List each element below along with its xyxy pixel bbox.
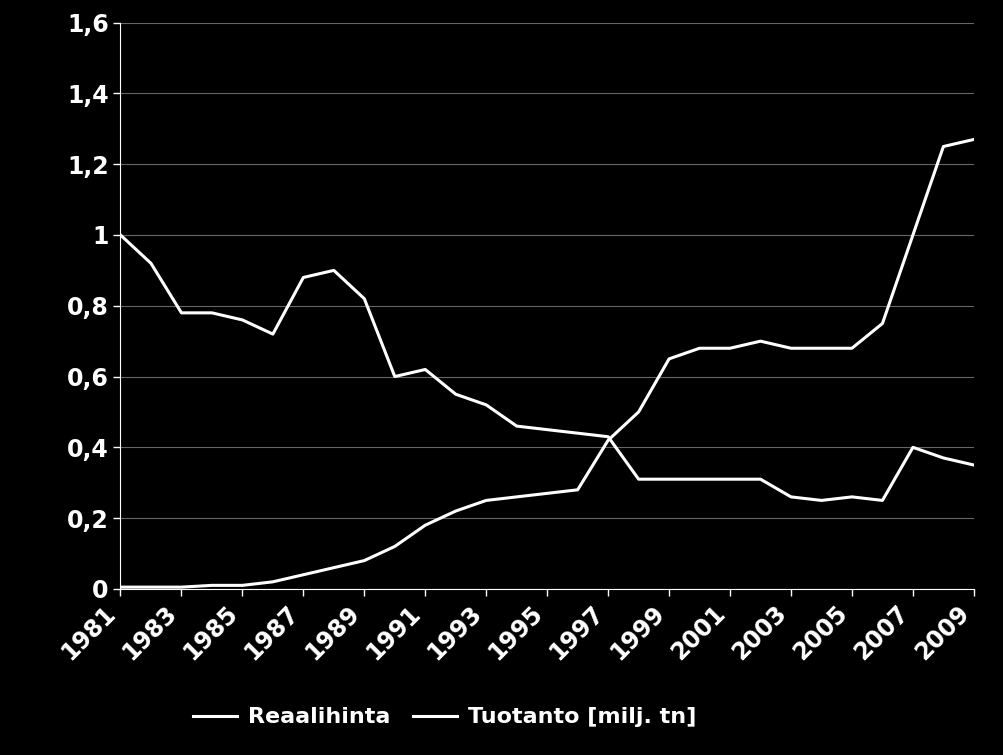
Tuotanto [milj. tn] <box>876 319 888 328</box>
Line: Reaalihinta: Reaalihinta <box>120 235 973 501</box>
Reaalihinta <box>632 475 644 484</box>
Tuotanto [milj. tn] <box>632 408 644 417</box>
Reaalihinta <box>784 492 796 501</box>
Tuotanto [milj. tn] <box>511 492 523 501</box>
Tuotanto [milj. tn] <box>723 344 735 353</box>
Reaalihinta <box>967 461 979 470</box>
Tuotanto [milj. tn] <box>906 230 918 239</box>
Tuotanto [milj. tn] <box>693 344 705 353</box>
Reaalihinta <box>571 429 583 438</box>
Tuotanto [milj. tn] <box>297 570 309 579</box>
Reaalihinta <box>267 329 279 338</box>
Tuotanto [milj. tn] <box>937 142 949 151</box>
Reaalihinta <box>206 308 218 317</box>
Reaalihinta <box>753 475 765 484</box>
Tuotanto [milj. tn] <box>267 578 279 587</box>
Tuotanto [milj. tn] <box>328 563 340 572</box>
Reaalihinta <box>297 273 309 282</box>
Tuotanto [milj. tn] <box>419 521 431 530</box>
Reaalihinta <box>906 442 918 451</box>
Reaalihinta <box>388 372 400 381</box>
Reaalihinta <box>662 475 674 484</box>
Reaalihinta <box>602 432 614 441</box>
Reaalihinta <box>449 390 461 399</box>
Tuotanto [milj. tn] <box>388 542 400 551</box>
Reaalihinta <box>176 308 188 317</box>
Reaalihinta <box>814 496 826 505</box>
Reaalihinta <box>236 316 248 325</box>
Reaalihinta <box>479 400 491 409</box>
Legend: Reaalihinta, Tuotanto [milj. tn]: Reaalihinta, Tuotanto [milj. tn] <box>184 698 705 736</box>
Tuotanto [milj. tn] <box>206 581 218 590</box>
Tuotanto [milj. tn] <box>541 488 553 498</box>
Reaalihinta <box>876 496 888 505</box>
Reaalihinta <box>114 230 126 239</box>
Reaalihinta <box>328 266 340 275</box>
Tuotanto [milj. tn] <box>236 581 248 590</box>
Reaalihinta <box>144 259 156 268</box>
Tuotanto [milj. tn] <box>662 354 674 363</box>
Tuotanto [milj. tn] <box>753 337 765 346</box>
Tuotanto [milj. tn] <box>784 344 796 353</box>
Reaalihinta <box>693 475 705 484</box>
Reaalihinta <box>541 425 553 434</box>
Tuotanto [milj. tn] <box>967 135 979 144</box>
Reaalihinta <box>358 294 370 304</box>
Reaalihinta <box>419 365 431 374</box>
Tuotanto [milj. tn] <box>114 583 126 592</box>
Tuotanto [milj. tn] <box>602 436 614 445</box>
Reaalihinta <box>846 492 858 501</box>
Line: Tuotanto [milj. tn]: Tuotanto [milj. tn] <box>120 140 973 587</box>
Tuotanto [milj. tn] <box>846 344 858 353</box>
Tuotanto [milj. tn] <box>449 507 461 516</box>
Tuotanto [milj. tn] <box>176 583 188 592</box>
Tuotanto [milj. tn] <box>814 344 826 353</box>
Reaalihinta <box>723 475 735 484</box>
Reaalihinta <box>937 454 949 463</box>
Tuotanto [milj. tn] <box>144 583 156 592</box>
Tuotanto [milj. tn] <box>571 485 583 495</box>
Reaalihinta <box>511 421 523 430</box>
Tuotanto [milj. tn] <box>358 556 370 565</box>
Tuotanto [milj. tn] <box>479 496 491 505</box>
